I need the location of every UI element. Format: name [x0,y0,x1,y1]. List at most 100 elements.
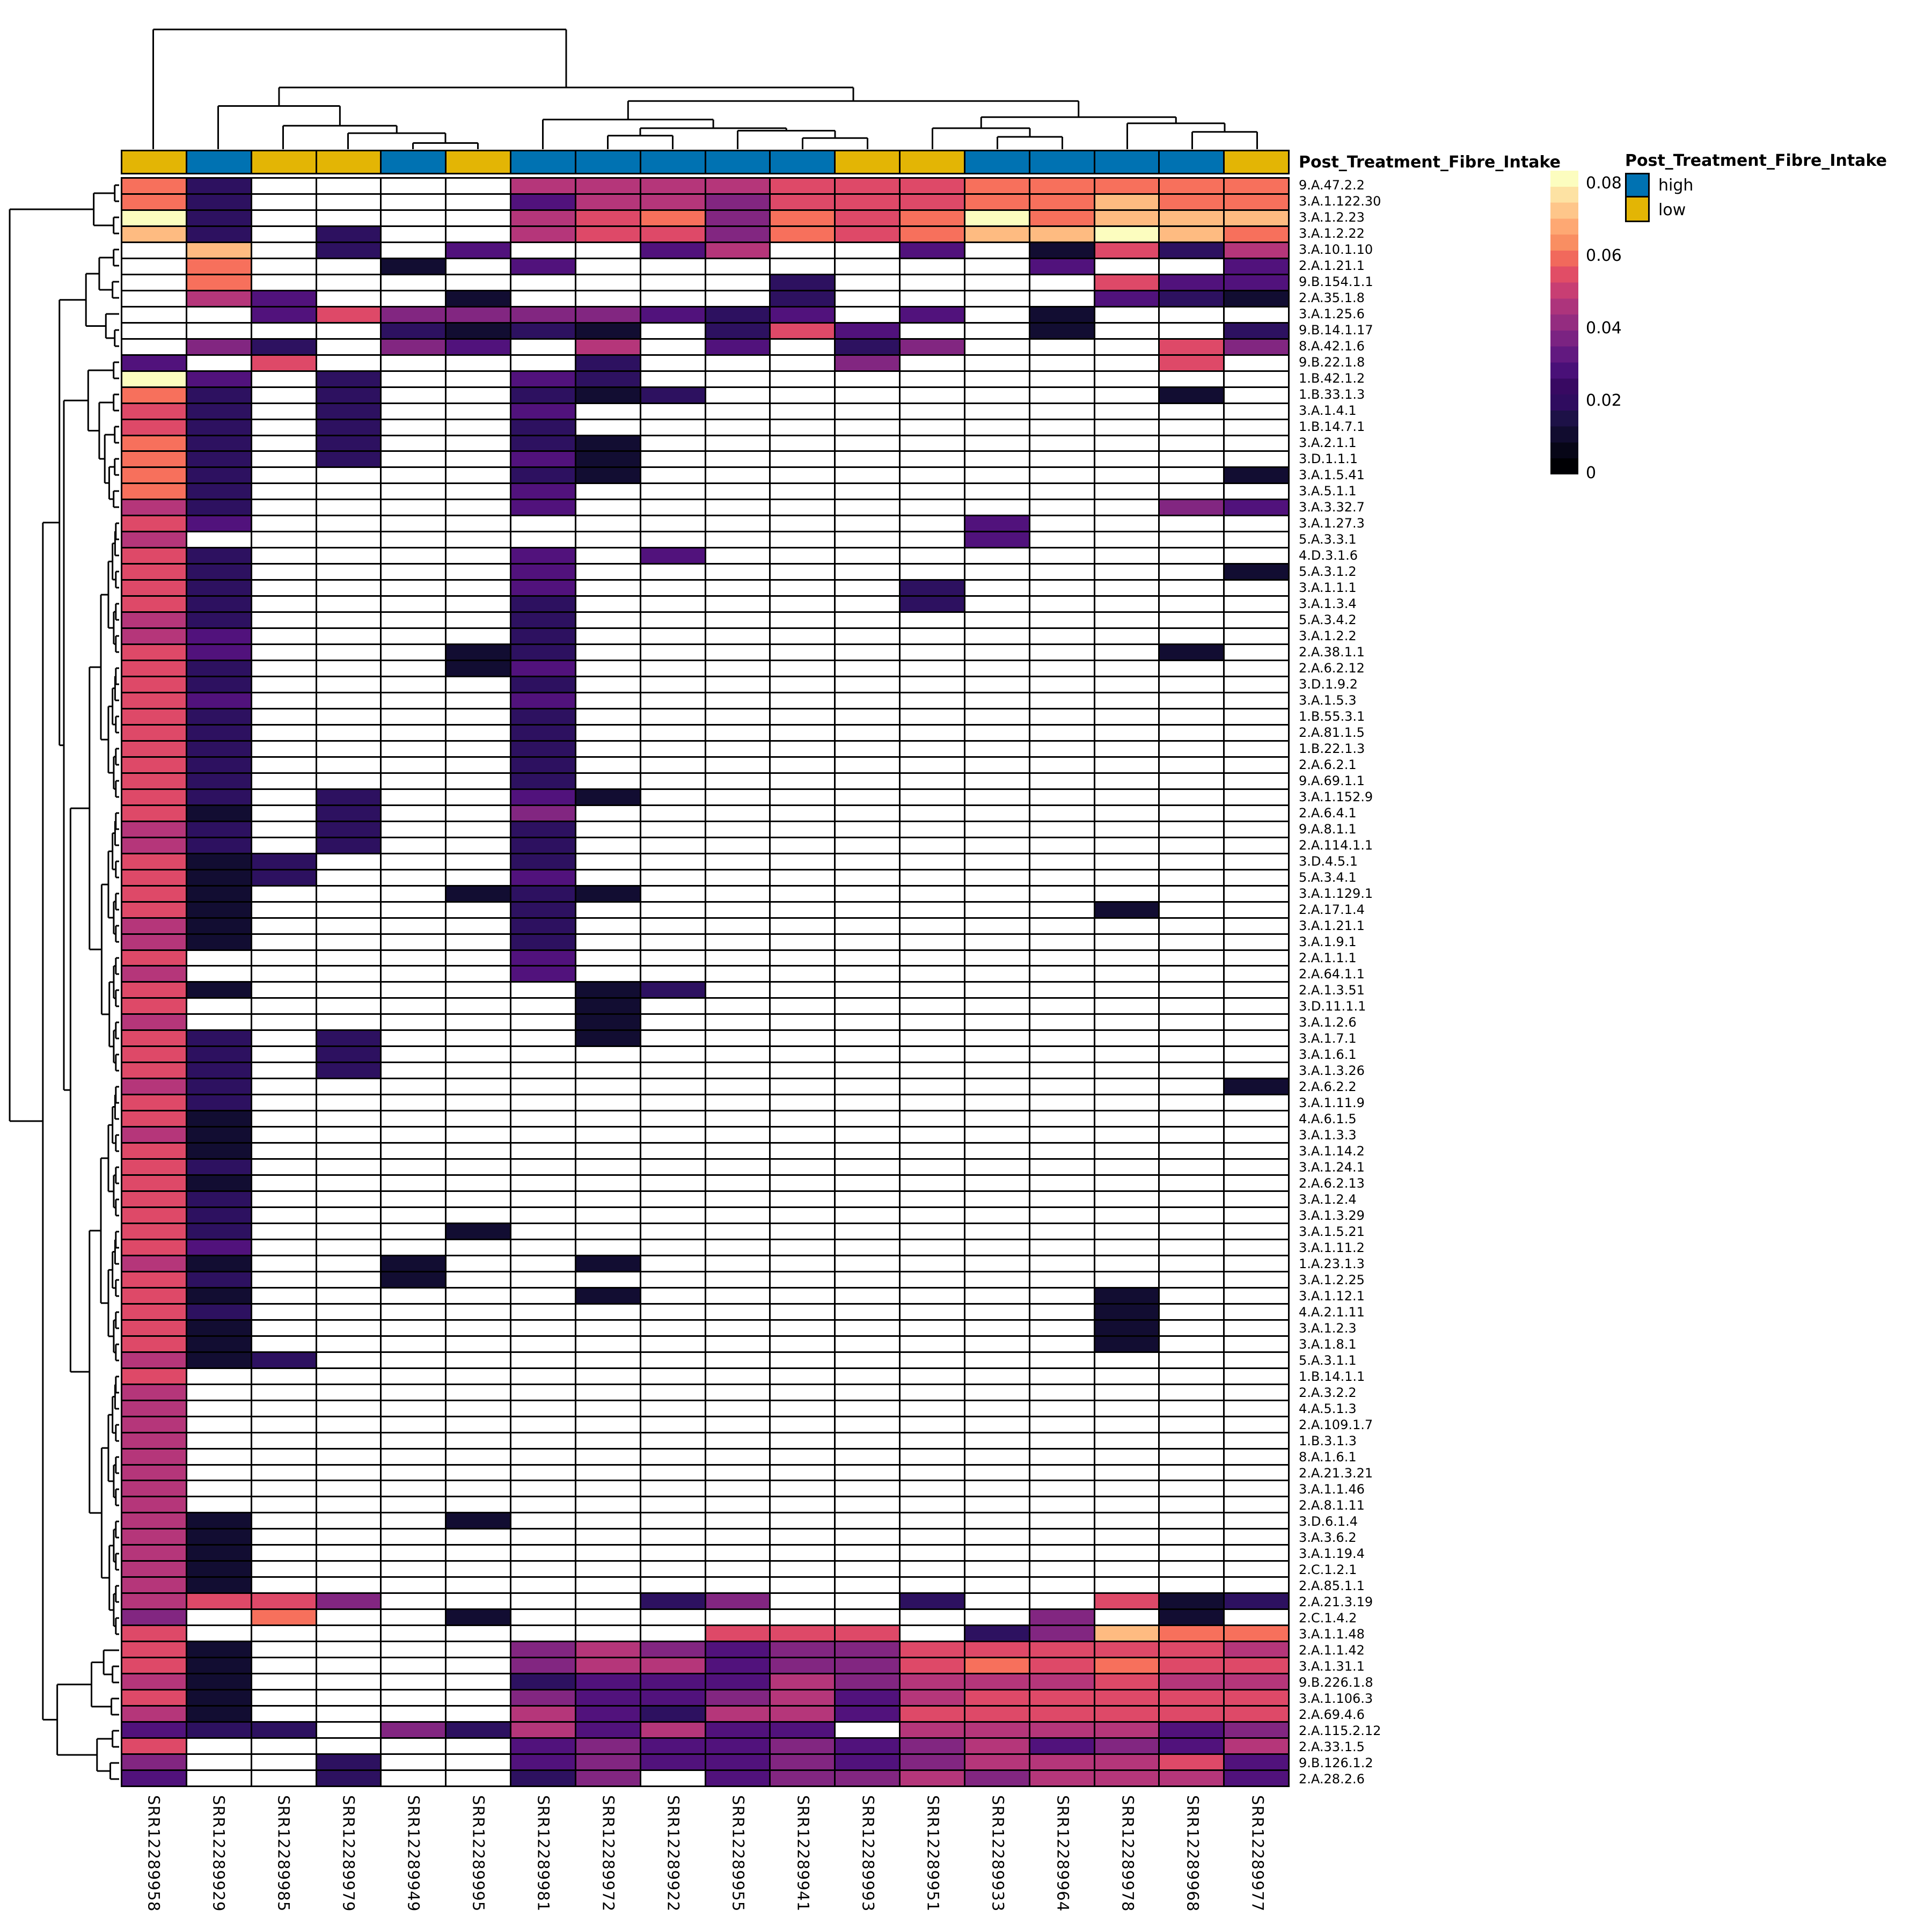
heatmap-cell [641,581,705,596]
heatmap-cell [771,1128,835,1143]
heatmap-cell [706,1562,770,1577]
heatmap-cell [706,179,770,193]
heatmap-cell [1160,1272,1224,1287]
heatmap-cell [382,629,445,644]
heatmap-cell [1160,307,1224,322]
row-labels: 9.A.47.2.2 3.A.1.122.30 3.A.1.2.23 3.A.1.2.… [1299,177,1460,1787]
row-label: 2.A.1.3.51 [1299,983,1365,998]
heatmap-cell [836,1674,899,1689]
heatmap-cell [1225,275,1288,290]
heatmap-cell [1160,1562,1224,1577]
heatmap-cell [771,1658,835,1673]
heatmap-cell [511,565,575,580]
heatmap-cell [511,1304,575,1319]
heatmap-cell [511,1433,575,1448]
heatmap-cell [836,1433,899,1448]
heatmap-cell [447,725,510,740]
heatmap-cell [965,1272,1029,1287]
heatmap-cell [122,741,186,756]
heatmap-cell [317,1626,380,1641]
row-label: 8.A.1.6.1 [1299,1450,1357,1465]
heatmap-cell [252,436,316,451]
heatmap-grid [121,177,1290,1787]
heatmap-cell [965,1256,1029,1271]
row-label: 3.A.1.122.30 [1299,194,1381,209]
heatmap-cell [511,484,575,499]
heatmap-cell [576,645,640,660]
heatmap-cell [122,323,186,338]
heatmap-cell [122,1128,186,1143]
heatmap-cell [1095,1208,1159,1223]
row-label: 3.D.11.1.1 [1299,999,1366,1014]
heatmap-cell [576,1095,640,1110]
heatmap-cell [965,452,1029,467]
heatmap-cell [382,548,445,564]
heatmap-cell [641,323,705,338]
heatmap-cell [771,581,835,596]
row-label: 3.A.1.3.29 [1299,1208,1365,1223]
heatmap-cell [511,500,575,515]
row-label: 3.A.1.2.23 [1299,210,1365,225]
heatmap-cell [706,1272,770,1287]
heatmap-cell [706,725,770,740]
heatmap-cell [447,1352,510,1367]
annotation-cell-SRR12289981 [511,151,575,173]
heatmap-cell [576,1192,640,1206]
heatmap-cell [1095,387,1159,402]
heatmap-cell [771,1111,835,1126]
heatmap-cell [1160,1128,1224,1143]
heatmap-cell [771,1368,835,1384]
heatmap-cell [1225,725,1288,740]
heatmap-cell [836,1723,899,1738]
heatmap-cell [1160,1031,1224,1046]
heatmap-cell [382,677,445,692]
heatmap-cell [706,1385,770,1400]
heatmap-cell [447,757,510,772]
heatmap-cell [1030,339,1094,354]
heatmap-cell [447,886,510,901]
heatmap-cell [252,677,316,692]
heatmap-cell [1160,210,1224,225]
heatmap-cell [965,243,1029,258]
heatmap-cell [1030,661,1094,676]
heatmap-cell [511,1256,575,1271]
heatmap-cell [641,789,705,804]
heatmap-cell [1225,1771,1288,1785]
heatmap-cell [641,1690,705,1706]
heatmap-cell [1225,1095,1288,1110]
heatmap-cell [382,1739,445,1754]
heatmap-cell [836,548,899,564]
row-label: 3.A.1.1.48 [1299,1627,1365,1642]
row-label: 3.A.1.2.4 [1299,1192,1357,1207]
heatmap-cell [1030,1771,1094,1785]
heatmap-cell [187,1449,251,1464]
heatmap-cell [771,355,835,370]
heatmap-cell [447,822,510,837]
heatmap-cell [511,1240,575,1255]
heatmap-cell [706,1224,770,1239]
row-label: 2.A.1.21.1 [1299,258,1365,273]
heatmap-cell [1160,1513,1224,1528]
heatmap-cell [576,1594,640,1609]
heatmap-cell [187,838,251,853]
heatmap-cell [1160,404,1224,419]
heatmap-cell [1030,1144,1094,1159]
heatmap-cell [447,773,510,788]
heatmap-cell [252,1674,316,1689]
heatmap-cell [1095,355,1159,370]
heatmap-cell [122,950,186,965]
heatmap-cell [382,516,445,531]
heatmap-cell [1160,1658,1224,1673]
heatmap-cell [641,1015,705,1030]
heatmap-cell [641,1144,705,1159]
heatmap-cell [1030,613,1094,628]
heatmap-cell [317,404,380,419]
heatmap-cell [1225,1497,1288,1512]
heatmap-cell [706,645,770,660]
heatmap-cell [1095,1739,1159,1754]
heatmap-cell [836,1128,899,1143]
heatmap-cell [187,307,251,322]
heatmap-cell [901,983,964,998]
heatmap-cell [836,1224,899,1239]
heatmap-cell [1160,1288,1224,1303]
